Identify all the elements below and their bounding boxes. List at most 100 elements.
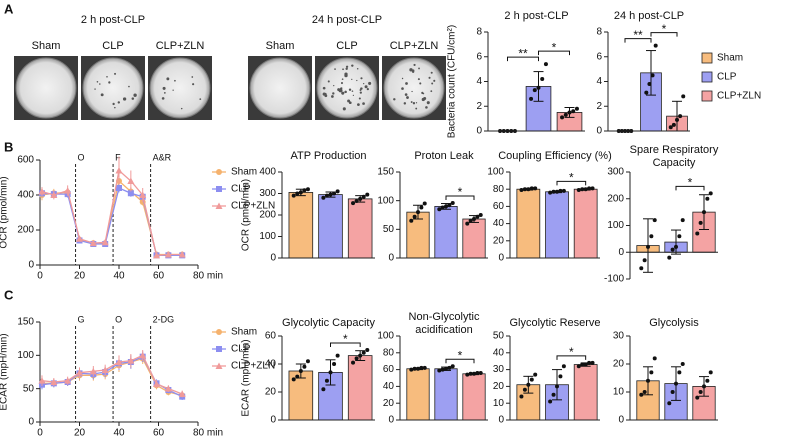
colony xyxy=(112,102,115,106)
y-tick-label: -100 xyxy=(604,274,624,285)
line-marker xyxy=(164,251,172,258)
colony xyxy=(418,67,420,70)
colony xyxy=(412,69,415,72)
data-point xyxy=(642,258,647,263)
data-point xyxy=(335,353,340,358)
y-tick-label: 100 xyxy=(259,231,276,242)
data-point xyxy=(529,377,534,382)
plate-dish xyxy=(249,57,311,119)
y-tick-label: 60 xyxy=(383,364,395,375)
bar xyxy=(406,368,430,421)
significance-bracket xyxy=(675,185,705,191)
legend-swatch xyxy=(701,71,713,83)
data-point xyxy=(646,378,650,383)
data-point xyxy=(652,356,657,361)
bar xyxy=(545,191,569,259)
data-point xyxy=(478,213,483,217)
colony xyxy=(180,107,183,110)
data-point xyxy=(667,401,672,406)
y-axis-label: OCR (pmol/min) xyxy=(241,179,252,251)
y-tick-label: 0 xyxy=(28,260,34,271)
data-point xyxy=(708,191,713,196)
colony xyxy=(415,102,418,104)
significance-bracket xyxy=(556,355,587,360)
data-point xyxy=(653,43,658,48)
colony xyxy=(191,76,194,78)
y-tick-label: 0 xyxy=(476,126,482,137)
data-point xyxy=(444,366,448,371)
data-point xyxy=(674,381,678,386)
colony xyxy=(322,86,326,90)
y-tick-label: 50 xyxy=(23,383,35,394)
data-point xyxy=(576,188,581,193)
y-tick-label: 0 xyxy=(498,415,504,426)
y-tick-label: 100 xyxy=(377,331,394,342)
chart-title: acidification xyxy=(415,324,472,336)
y-tick-label: 40 xyxy=(265,359,277,370)
legend-label: CLP+ZLN xyxy=(717,91,761,102)
data-point xyxy=(365,192,370,197)
y-tick-label: 6 xyxy=(596,51,602,62)
y-tick-label: 4 xyxy=(476,76,482,87)
data-point xyxy=(647,81,652,86)
y-tick-label: 60 xyxy=(265,331,277,342)
data-point xyxy=(324,378,329,383)
data-point xyxy=(695,231,700,236)
bar xyxy=(434,368,458,421)
data-point xyxy=(321,195,326,200)
data-point xyxy=(416,366,420,371)
data-point xyxy=(580,187,585,192)
data-point xyxy=(702,210,706,215)
line-marker xyxy=(38,188,46,195)
bar xyxy=(573,188,598,259)
data-point xyxy=(561,188,566,193)
data-point xyxy=(351,201,356,206)
colony xyxy=(401,77,404,80)
colony xyxy=(166,77,170,81)
line-marker xyxy=(101,238,109,246)
legend-label: Sham xyxy=(717,53,743,64)
data-point xyxy=(533,186,538,191)
data-point xyxy=(529,186,534,191)
colony xyxy=(163,91,166,94)
y-tick-label: 200 xyxy=(607,193,624,204)
plate-label: CLP+ZLN xyxy=(156,40,205,52)
y-tick-label: 60 xyxy=(493,201,505,212)
y-tick-label: 50 xyxy=(383,224,395,235)
data-point xyxy=(702,384,706,389)
y-tick-label: 150 xyxy=(17,317,34,328)
plate-label: CLP xyxy=(336,40,357,52)
colony xyxy=(106,75,108,78)
y-tick-label: 8 xyxy=(596,27,602,38)
colony xyxy=(345,65,349,68)
data-point xyxy=(574,106,579,111)
colony xyxy=(352,94,354,96)
line-marker xyxy=(50,378,58,385)
data-point xyxy=(416,210,420,215)
line-marker xyxy=(115,167,123,174)
line-marker xyxy=(178,390,186,397)
legend-swatch xyxy=(701,52,713,64)
data-point xyxy=(548,190,553,195)
data-point xyxy=(422,201,427,206)
data-point xyxy=(324,193,329,198)
x-tick-label: 60 xyxy=(153,428,165,438)
colony xyxy=(360,87,363,90)
y-tick-label: 4 xyxy=(596,76,602,87)
data-point xyxy=(328,370,333,375)
y-tick-label: 200 xyxy=(259,210,276,221)
colony xyxy=(345,67,348,71)
colony xyxy=(339,88,343,93)
data-point xyxy=(652,218,657,223)
legend-marker xyxy=(216,329,222,335)
colony xyxy=(174,79,176,82)
colony xyxy=(340,82,344,85)
data-point xyxy=(354,199,359,204)
series-line xyxy=(41,169,183,257)
data-point xyxy=(361,350,366,355)
colony xyxy=(356,67,359,70)
significance-label: * xyxy=(458,348,463,362)
significance-label: * xyxy=(688,176,693,190)
colony xyxy=(425,106,428,109)
legend-marker xyxy=(216,346,222,352)
